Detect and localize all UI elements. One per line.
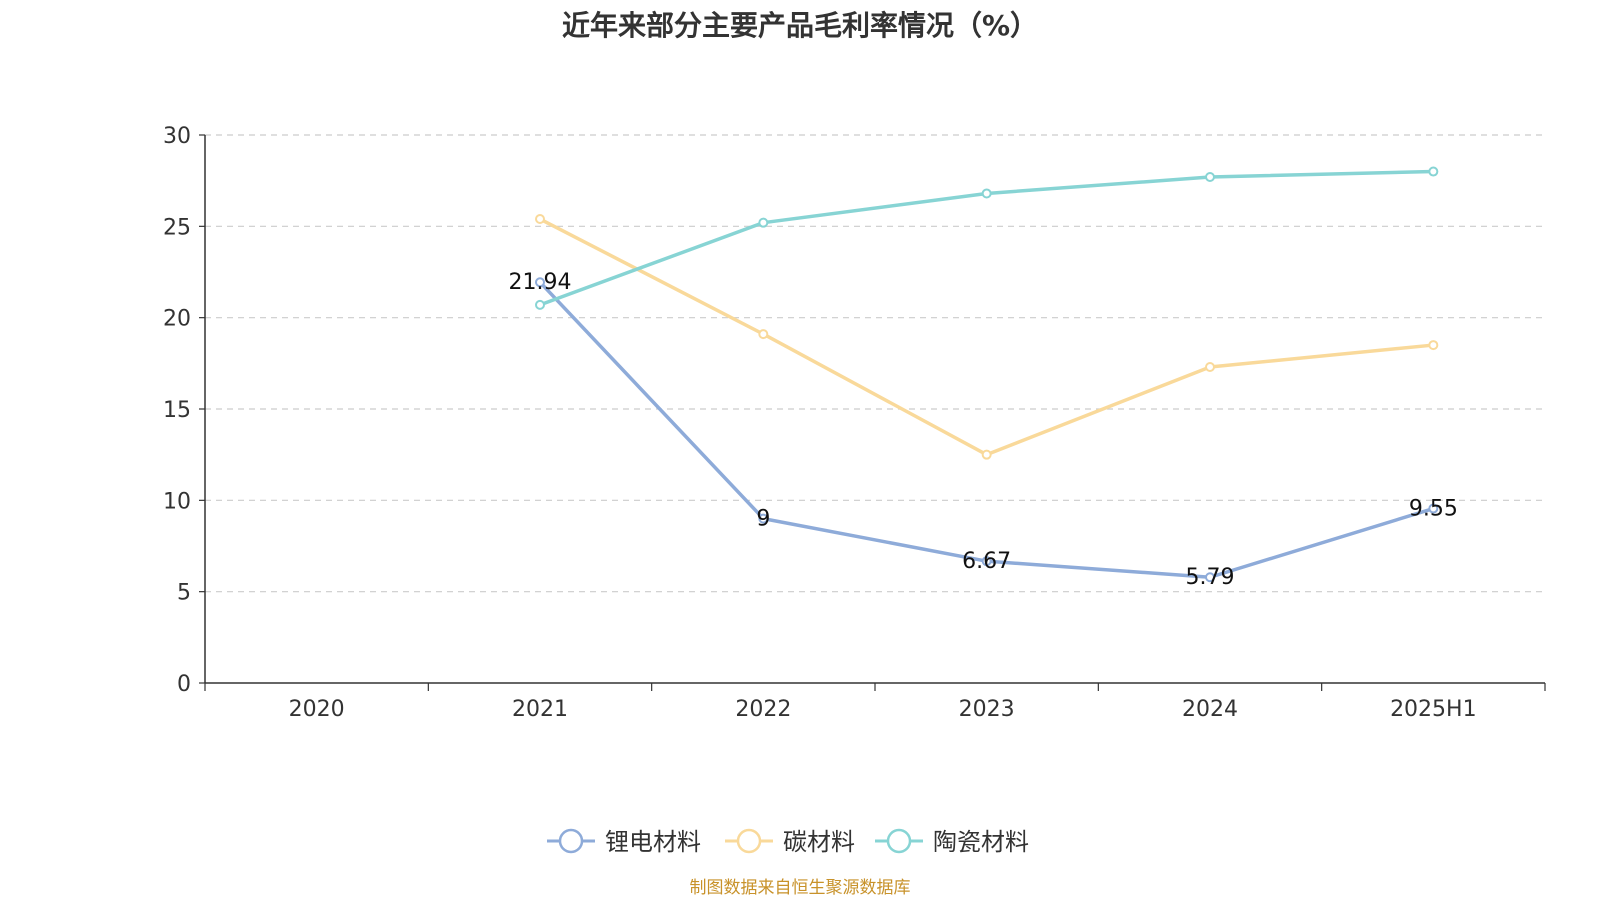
data-point	[981, 449, 992, 460]
data-point	[1205, 361, 1215, 372]
x-tick-label: 2025H1	[1390, 697, 1477, 722]
data-label: 6.67	[962, 549, 1011, 574]
y-tick-label: 0	[177, 672, 191, 697]
data-point	[1428, 503, 1439, 514]
series-line	[538, 281, 1434, 579]
data-point	[1428, 166, 1439, 177]
y-tick-label: 10	[163, 489, 191, 514]
data-point	[981, 556, 992, 567]
data-point	[535, 299, 545, 310]
legend-label: 碳材料	[783, 828, 855, 856]
legend-marker	[558, 828, 584, 854]
data-point	[758, 217, 769, 228]
data-point	[1205, 572, 1215, 583]
grid-lines	[205, 134, 1545, 593]
y-tick-label: 15	[163, 398, 191, 423]
data-point	[535, 214, 545, 225]
legend-marker	[886, 828, 912, 854]
data-point	[535, 277, 545, 288]
data-point	[1428, 340, 1439, 351]
data-label: 9	[756, 507, 770, 532]
x-tick-label: 2020	[289, 697, 345, 722]
legend-marker	[736, 828, 762, 854]
legend[interactable]: 锂电材料 碳材料 陶瓷材料	[547, 828, 1029, 856]
legend-item[interactable]: 锂电材料	[547, 828, 701, 856]
data-point	[981, 188, 992, 199]
data-point	[758, 329, 769, 340]
source-note: 制图数据来自恒生聚源数据库	[689, 878, 911, 898]
legend-item[interactable]: 碳材料	[725, 828, 855, 856]
chart-title: 近年来部分主要产品毛利率情况（%）	[561, 9, 1039, 42]
x-tick-label: 2023	[959, 697, 1015, 722]
x-tick-label: 2021	[512, 697, 568, 722]
axes: 0 5 10 15 20 25 30 2020 2021 2022 2023 2024 2025H1	[163, 124, 1546, 722]
series-lines	[535, 166, 1439, 583]
data-point	[758, 513, 769, 524]
x-tick-label: 2024	[1182, 697, 1238, 722]
y-tick-label: 30	[163, 124, 191, 149]
legend-item[interactable]: 陶瓷材料	[875, 828, 1029, 856]
data-label: 9.55	[1409, 497, 1458, 522]
y-tick-label: 20	[163, 307, 191, 332]
y-tick-label: 25	[163, 215, 191, 240]
data-label: 5.79	[1186, 565, 1235, 590]
data-label: 21.94	[509, 270, 572, 295]
legend-label: 锂电材料	[605, 828, 701, 856]
data-labels: 21.94 9 6.67 5.79 9.55	[509, 270, 1458, 590]
y-tick-label: 5	[177, 581, 191, 606]
x-tick-label: 2022	[735, 697, 791, 722]
data-point	[1205, 172, 1215, 183]
legend-label: 陶瓷材料	[933, 828, 1029, 856]
